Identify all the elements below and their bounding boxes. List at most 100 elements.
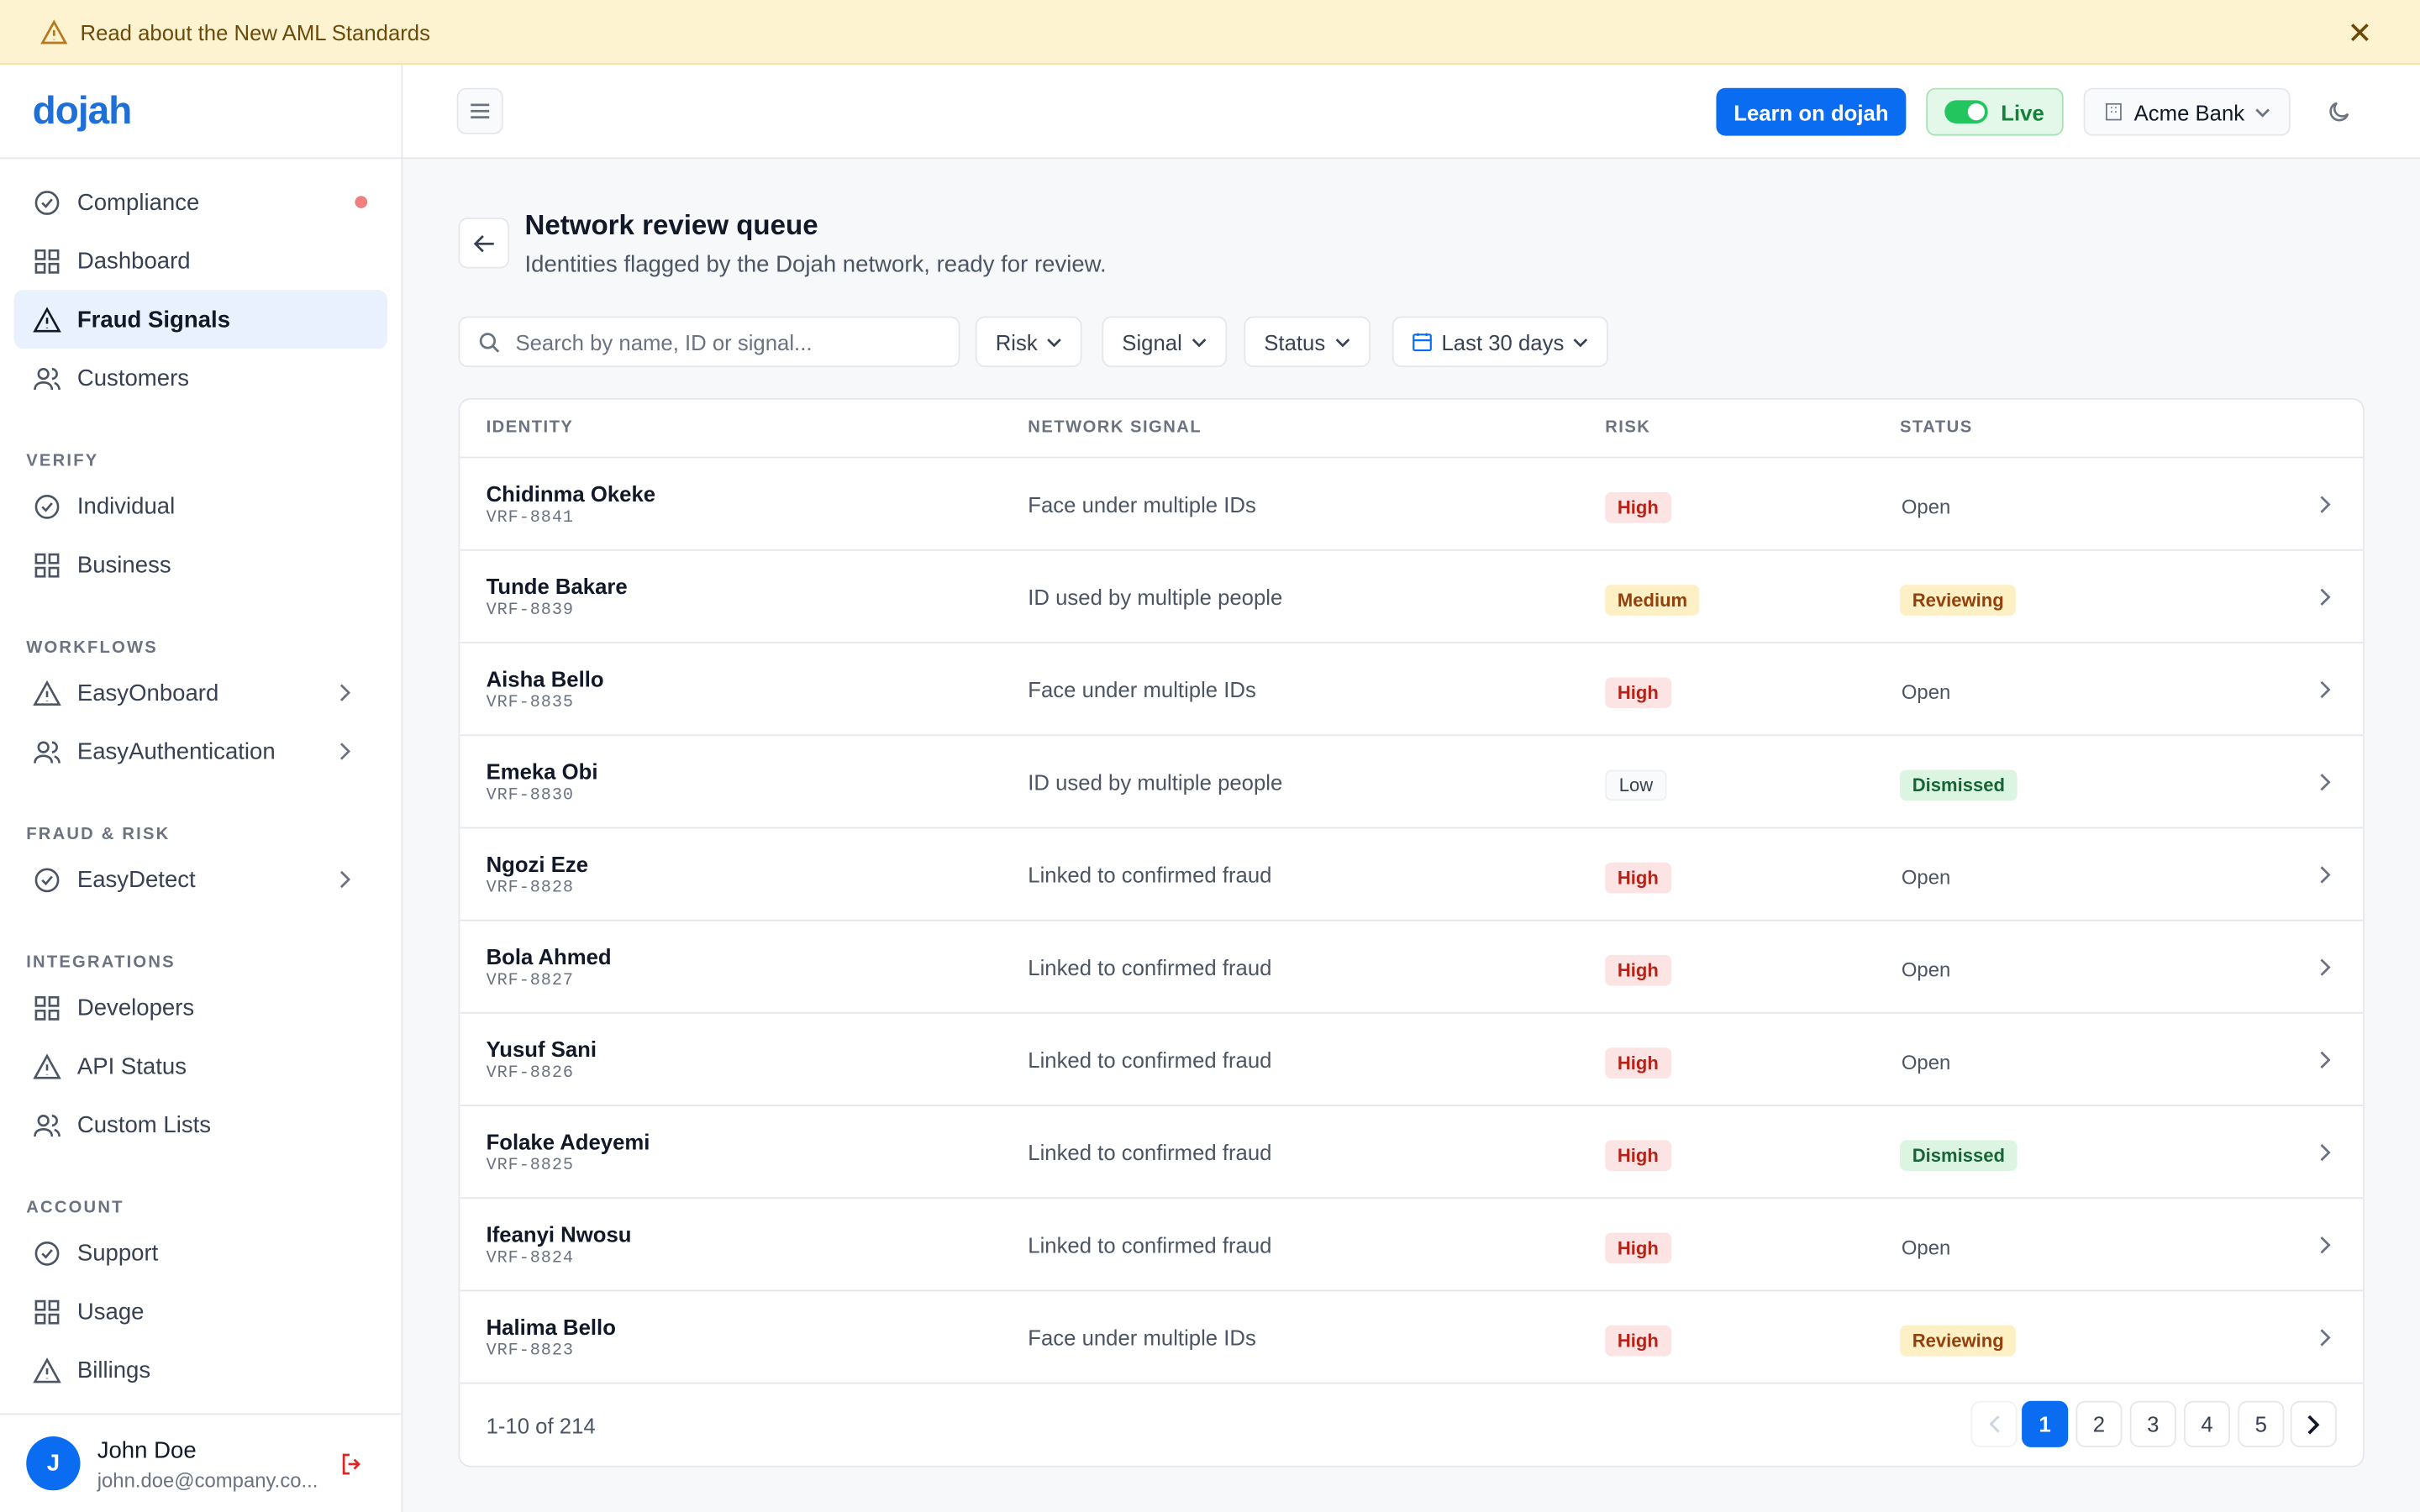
learn-button[interactable]: Learn on dojah	[1716, 87, 1907, 136]
nav-label[interactable]: Usage	[76, 1298, 145, 1325]
page-button[interactable]: 3	[2129, 1400, 2176, 1447]
signal: Linked to confirmed fraud	[1028, 1140, 1272, 1165]
announcement-banner[interactable]: Read about the New AML Standards	[0, 0, 2420, 66]
filter-label[interactable]: Risk	[995, 329, 1038, 354]
review-table: IDENTITY NETWORK SIGNAL RISK STATUS Chidinma…	[458, 397, 2365, 1467]
filter-label[interactable]: Signal	[1122, 329, 1182, 354]
nav-item[interactable]: Custom Lists	[14, 1095, 387, 1154]
risk-badge: High	[1605, 954, 1671, 986]
nav-item[interactable]: Customers	[14, 349, 387, 407]
page-button[interactable]: 5	[2238, 1400, 2285, 1447]
table-row[interactable]: Emeka Obi VRF-8830 ID used by multiple peo…	[460, 734, 2364, 827]
close-banner[interactable]	[2349, 22, 2371, 44]
back-button[interactable]	[458, 217, 510, 269]
nav-item[interactable]: Individual	[14, 477, 387, 536]
identity-name[interactable]: Yusuf Sani	[486, 1037, 597, 1062]
theme-toggle[interactable]	[2326, 99, 2352, 125]
nav-label[interactable]: EasyAuthentication	[76, 738, 276, 765]
user-email: john.doe@company.co...	[97, 1468, 318, 1493]
identity-name[interactable]: Ngozi Eze	[486, 851, 589, 877]
table-row[interactable]: Aisha Bello VRF-8835 Face under multiple I…	[460, 642, 2364, 734]
identity-name[interactable]: Aisha Bello	[486, 666, 604, 691]
section-title: ACCOUNT	[26, 1199, 124, 1218]
nav-item[interactable]: EasyOnboard	[14, 664, 387, 722]
search-box[interactable]: Search by name, ID or signal...	[458, 316, 960, 368]
nav-label[interactable]: Customers	[76, 365, 190, 391]
table-row[interactable]: Ifeanyi Nwosu VRF-8824 Linked to confirmed…	[460, 1197, 2364, 1289]
identity-name[interactable]: Chidinma Okeke	[486, 481, 656, 507]
banner-text[interactable]: Read about the New AML Standards	[80, 18, 430, 45]
org-name[interactable]: Acme Bank	[2133, 99, 2245, 124]
nav-label[interactable]: Dashboard	[76, 247, 191, 275]
identity-name[interactable]: Bola Ahmed	[486, 944, 612, 969]
status-badge: Dismissed	[1900, 769, 2018, 801]
table-row[interactable]: Halima Bello VRF-8823 Face under multiple …	[460, 1289, 2364, 1383]
nav-label[interactable]: Billings	[76, 1357, 151, 1383]
signal: Linked to confirmed fraud	[1028, 862, 1272, 888]
nav-item[interactable]: Billings	[14, 1341, 387, 1399]
nav-label[interactable]: Business	[76, 551, 171, 578]
identity-name[interactable]: Folake Adeyemi	[486, 1129, 650, 1154]
nav-label[interactable]: EasyDetect	[76, 866, 196, 893]
nav-label[interactable]: Custom Lists	[76, 1111, 212, 1138]
page-button[interactable]: 1	[2022, 1400, 2069, 1447]
menu-toggle[interactable]	[456, 87, 503, 134]
risk-badge: High	[1605, 491, 1671, 523]
filter-label[interactable]: Status	[1264, 329, 1326, 354]
page-subtitle: Identities flagged by the Dojah network,…	[524, 251, 1107, 278]
identity-id: VRF-8825	[486, 1157, 574, 1176]
nav-item[interactable]: EasyAuthentication	[14, 722, 387, 781]
nav-item[interactable]: Compliance	[14, 173, 387, 232]
page-summary: 1-10 of 214	[486, 1413, 596, 1438]
table-row[interactable]: Ngozi Eze VRF-8828 Linked to confirmed fra…	[460, 827, 2364, 919]
nav-label[interactable]: Developers	[76, 994, 195, 1021]
user-name: John Doe	[97, 1437, 197, 1465]
nav-label[interactable]: Support	[76, 1239, 159, 1267]
filter-button[interactable]: Last 30 days	[1392, 316, 1609, 368]
identity-name[interactable]: Ifeanyi Nwosu	[486, 1221, 632, 1247]
table-row[interactable]: Folake Adeyemi VRF-8825 Linked to confirme…	[460, 1105, 2364, 1197]
live-toggle[interactable]: Live	[1926, 87, 2064, 136]
nav-label[interactable]: EasyOnboard	[76, 680, 219, 706]
nav-label[interactable]: Fraud Signals	[76, 306, 231, 333]
nav-item[interactable]: Developers	[14, 978, 387, 1037]
nav-label[interactable]: Compliance	[76, 188, 200, 216]
prev-page[interactable]	[1970, 1400, 2018, 1447]
nav-item[interactable]: Dashboard	[14, 232, 387, 291]
filter-button[interactable]: Status	[1244, 316, 1370, 368]
risk-badge: Low	[1605, 769, 1667, 801]
table-row[interactable]: Yusuf Sani VRF-8826 Linked to confirmed fr…	[460, 1011, 2364, 1105]
brand[interactable]: dojah	[32, 88, 133, 133]
table-row[interactable]: Bola Ahmed VRF-8827 Linked to confirmed fr…	[460, 919, 2364, 1012]
search-placeholder[interactable]: Search by name, ID or signal...	[515, 329, 813, 354]
identity-name[interactable]: Tunde Bakare	[486, 574, 628, 599]
nav-item[interactable]: API Status	[14, 1037, 387, 1095]
org-switcher[interactable]: Acme Bank	[2083, 87, 2291, 136]
next-page[interactable]	[2290, 1400, 2337, 1447]
nav-item[interactable]: Business	[14, 535, 387, 594]
nav-item[interactable]: Support	[14, 1224, 387, 1283]
logout[interactable]	[338, 1451, 366, 1478]
filter-label[interactable]: Last 30 days	[1441, 329, 1565, 354]
mode-label[interactable]: Live	[2001, 99, 2044, 124]
status-badge: Reviewing	[1900, 585, 2017, 616]
brand-logo[interactable]: dojah	[0, 65, 402, 160]
table-row[interactable]: Tunde Bakare VRF-8839 ID used by multiple …	[460, 549, 2364, 642]
identity-name[interactable]: Halima Bello	[486, 1314, 616, 1340]
identity-name[interactable]: Emeka Obi	[486, 759, 598, 785]
filter-button[interactable]: Signal	[1102, 316, 1228, 368]
nav-label[interactable]: API Status	[76, 1053, 187, 1079]
signal: Linked to confirmed fraud	[1028, 1047, 1272, 1073]
filter-button[interactable]: Risk	[975, 316, 1082, 368]
nav-item[interactable]: Fraud Signals	[13, 290, 388, 349]
sidebar: dojah Compliance Dashboard Fraud Signals Cu…	[0, 65, 403, 1512]
nav-item[interactable]: EasyDetect	[14, 850, 387, 909]
page-button[interactable]: 4	[2183, 1400, 2231, 1447]
nav-item[interactable]: Usage	[14, 1282, 387, 1341]
nav-label[interactable]: Individual	[76, 492, 176, 520]
identity-id: VRF-8828	[486, 879, 574, 898]
table-row[interactable]: Chidinma Okeke VRF-8841 Face under multipl…	[460, 456, 2364, 549]
signal: Linked to confirmed fraud	[1028, 1232, 1272, 1257]
page-button[interactable]: 2	[2075, 1400, 2123, 1447]
